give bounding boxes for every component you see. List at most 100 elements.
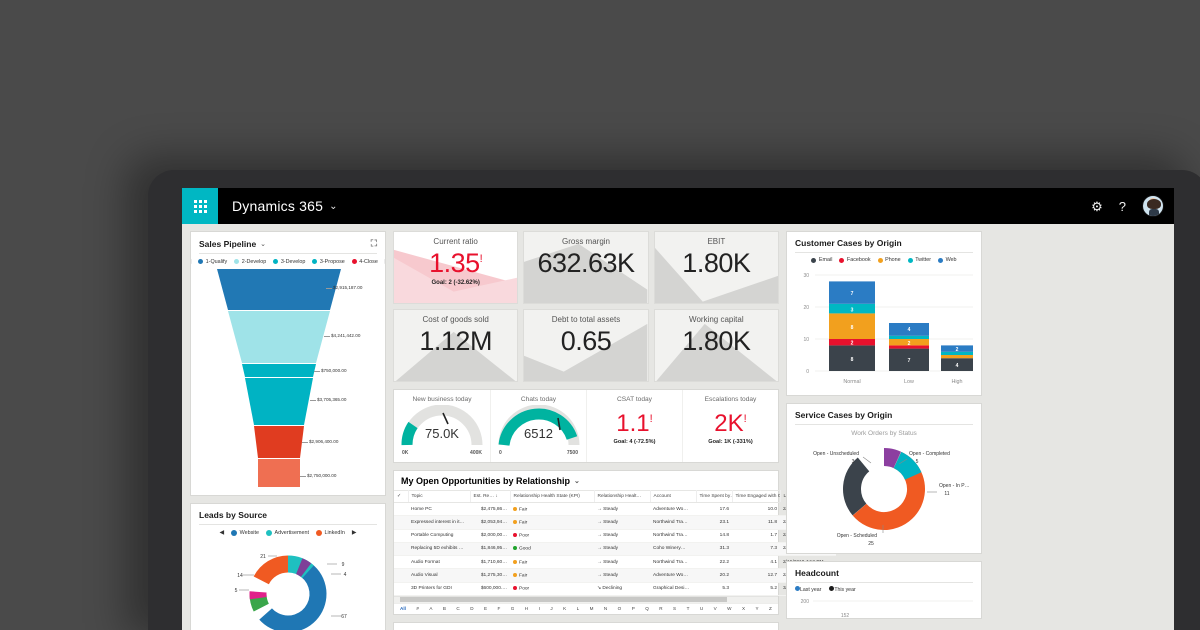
big-kpi-goal: Goal: 4 (-72.5%) <box>613 439 656 445</box>
brand-menu[interactable]: Dynamics 365 ⌄ <box>218 198 338 214</box>
column-header[interactable]: Relationship Health State (KPI) <box>510 490 595 503</box>
big-kpi-tile[interactable]: CSAT today 1.1! Goal: 4 (-72.5%) <box>586 390 682 462</box>
alpha-item[interactable]: G <box>510 606 515 612</box>
alpha-item[interactable]: J <box>550 606 553 612</box>
alpha-item[interactable]: O <box>617 606 622 612</box>
alpha-item[interactable]: I <box>538 606 540 612</box>
alpha-item[interactable]: B <box>442 606 446 612</box>
alpha-item[interactable]: F <box>497 606 501 612</box>
svg-text:5: 5 <box>235 588 238 594</box>
alpha-item[interactable]: E <box>483 606 488 612</box>
alpha-item[interactable]: # <box>416 606 419 612</box>
svg-text:0: 0 <box>806 369 809 375</box>
column-header[interactable]: Est. Re… ↓ <box>470 490 511 503</box>
column-header[interactable]: Account <box>650 490 697 503</box>
kpi-tile[interactable]: Debt to total assets 0.65 <box>523 309 649 382</box>
alpha-item[interactable]: V <box>713 606 717 612</box>
table-row[interactable]: Home PC $2,475,86… Fair → Steady Adventu… <box>394 502 836 517</box>
legend-item: 1-Qualify <box>198 259 227 265</box>
alpha-item[interactable]: A <box>429 606 433 612</box>
alpha-item[interactable]: D <box>470 606 474 612</box>
alpha-item[interactable]: K <box>563 606 567 612</box>
help-icon[interactable]: ? <box>1118 198 1126 214</box>
kpi-goal: Goal: 2 (-32.62%) <box>431 280 480 286</box>
legend-prev-icon[interactable]: ◀ <box>191 258 192 265</box>
chevron-down-icon[interactable]: ⌄ <box>260 240 267 248</box>
table-row[interactable]: Audio Format $1,710,60… Fair → Steady No… <box>394 555 836 570</box>
alpha-item[interactable]: S <box>673 606 677 612</box>
cell-account[interactable]: Coho Winery… <box>650 542 696 557</box>
legend-next-icon[interactable]: ▶ <box>385 258 386 265</box>
cell-trend: → Steady <box>594 529 650 543</box>
avatar[interactable] <box>1142 195 1164 217</box>
cell-account[interactable]: Northwind Tra… <box>650 529 696 543</box>
app-launcher-icon[interactable] <box>182 188 218 224</box>
alpha-item[interactable]: Z <box>769 606 772 612</box>
cell-account[interactable]: Adventure Wo… <box>650 568 696 583</box>
cell-account[interactable]: Northwind Tra… <box>650 515 696 530</box>
table-row[interactable]: Replacing 5D exhibits … $1,846,95… Good … <box>394 542 836 557</box>
alpha-item[interactable]: R <box>659 606 663 612</box>
dashboard-screen: Dynamics 365 ⌄ ⚙ ? Sales Pipeline ⌄ ⛶ <box>182 188 1174 630</box>
table-row[interactable]: 3D Printers for GDI $600,000.… Poor ↘ De… <box>394 582 836 596</box>
kpi-tile[interactable]: Cost of goods sold 1.12M <box>393 309 519 382</box>
funnel-value-label: $2,915,187.00 <box>325 285 363 290</box>
gear-icon[interactable]: ⚙ <box>1091 198 1103 214</box>
kpi-value: 1.80K <box>682 326 751 356</box>
horizontal-scrollbar[interactable] <box>394 595 778 603</box>
scrollbar-thumb[interactable] <box>400 597 728 603</box>
alpha-item[interactable]: N <box>603 606 608 612</box>
alpha-item[interactable]: U <box>699 606 704 612</box>
alpha-item[interactable]: W <box>727 606 732 612</box>
opportunities-table: ✓ Topic Est. Re… ↓ Relationship Health S… <box>394 490 837 596</box>
sales-pipeline-legend: ◀ 1-Qualify 2-Develop 3-Develop 3-Propos… <box>191 254 385 267</box>
svg-text:Low: Low <box>904 379 914 385</box>
table-row[interactable]: Portable Computing $2,000,00… Poor → Ste… <box>394 529 836 543</box>
column-header[interactable]: Topic <box>408 490 471 503</box>
cell-account[interactable]: Graphical Desi… <box>650 582 696 596</box>
gauge-tile[interactable]: New business today 75.0K 0K 400K <box>394 390 490 462</box>
column-header[interactable]: Relationship Healt… <box>594 490 651 503</box>
kpi-tile[interactable]: Working capital 1.80K <box>653 309 779 382</box>
chevron-down-icon[interactable]: ⌄ <box>574 478 580 485</box>
column-header[interactable]: Time Spent by… <box>696 490 733 503</box>
funnel-value-label: $2,906,400.00 <box>301 439 339 444</box>
cell-time-spent: 5.3 <box>696 582 732 596</box>
alpha-item[interactable]: P <box>631 606 635 612</box>
alpha-item[interactable]: M <box>589 606 594 612</box>
select-all-checkbox[interactable]: ✓ <box>394 490 409 503</box>
cell-topic[interactable]: Audio Visual <box>408 568 470 583</box>
table-row[interactable]: Expressed interest in it… $2,053,94… Fai… <box>394 515 836 530</box>
alpha-item[interactable]: Y <box>755 606 759 612</box>
alpha-item[interactable]: C <box>456 606 460 612</box>
alpha-item[interactable]: H <box>524 606 529 612</box>
big-kpi-tile[interactable]: Escalations today 2K! Goal: 1K (-331%) <box>682 390 778 462</box>
alpha-item[interactable]: L <box>576 606 580 612</box>
alpha-item[interactable]: Q <box>645 606 649 612</box>
table-row[interactable]: Audio Visual $1,275,30… Fair → Steady Ad… <box>394 568 836 583</box>
alpha-item[interactable]: X <box>741 606 746 612</box>
headcount-svg: 200 152 <box>801 599 973 618</box>
alpha-item[interactable]: All <box>400 606 406 612</box>
legend-next-icon[interactable]: ▶ <box>351 530 357 536</box>
cell-topic[interactable]: Replacing 5D exhibits … <box>408 542 470 557</box>
cell-topic[interactable]: Audio Format <box>408 555 470 570</box>
cell-topic[interactable]: Portable Computing <box>408 529 470 543</box>
legend-prev-icon[interactable]: ◀ <box>219 530 225 536</box>
column-header[interactable]: Time Engaged with C… <box>732 490 781 503</box>
alpha-item[interactable]: T <box>686 606 690 612</box>
cell-topic[interactable]: Home PC <box>408 502 470 517</box>
svg-text:30: 30 <box>803 273 809 279</box>
gauge-tile[interactable]: Chats today 6512 0 7500 <box>490 390 586 462</box>
kpi-tile[interactable]: EBIT 1.80K <box>653 231 779 304</box>
cell-topic[interactable]: Expressed interest in it… <box>408 515 470 530</box>
cell-topic[interactable]: 3D Printers for GDI <box>408 582 470 596</box>
expand-icon[interactable]: ⛶ <box>370 238 377 248</box>
cell-account[interactable]: Adventure Wo… <box>650 502 696 517</box>
cell-account[interactable]: Northwind Tra… <box>650 555 696 570</box>
kpi-tile[interactable]: Gross margin 632.63K <box>523 231 649 304</box>
kpi-tile[interactable]: Current ratio 1.35! Goal: 2 (-32.62%) <box>393 231 519 304</box>
kpi-label: Current ratio <box>433 237 478 246</box>
card-title-text: Headcount <box>795 568 839 578</box>
gauge-svg <box>401 404 483 446</box>
